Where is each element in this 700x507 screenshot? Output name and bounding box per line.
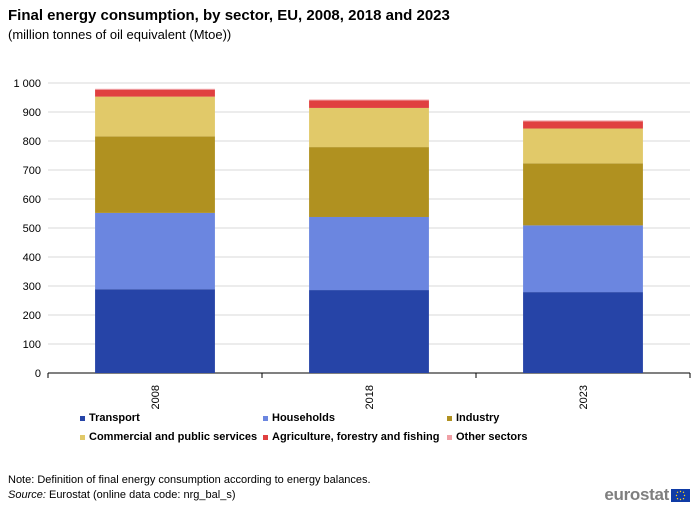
eu-flag-icon	[671, 488, 690, 502]
source-label: Source:	[8, 489, 46, 501]
y-tick-label: 500	[23, 223, 41, 235]
y-tick-label: 1 000	[13, 78, 41, 90]
x-tick-label: 2018	[364, 385, 376, 409]
y-tick-label: 300	[23, 281, 41, 293]
legend-item: Agriculture, forestry and fishing	[263, 431, 439, 443]
legend-label: Commercial and public services	[89, 431, 258, 443]
y-tick-label: 700	[23, 165, 41, 177]
bar-segment	[95, 96, 215, 137]
bar-segment	[523, 120, 643, 122]
stacked-bar-chart: 0 100 200 300 400 500 600 700 800 900 1 000 2008 201…	[13, 78, 691, 409]
bar-segment	[95, 289, 215, 373]
legend-item: Transport	[80, 412, 140, 424]
legend-item: Commercial and public services	[80, 431, 257, 443]
bar-segment	[523, 128, 643, 164]
bar-segment	[95, 212, 215, 290]
x-tick-label: 2023	[578, 385, 590, 409]
y-tick-label: 200	[23, 310, 41, 322]
bar-segment	[309, 147, 429, 217]
legend-swatch	[80, 415, 85, 421]
y-tick-label: 800	[23, 136, 41, 148]
legend-swatch	[447, 434, 452, 440]
chart-note: Note: Definition of final energy consump…	[8, 474, 371, 486]
legend-swatch	[447, 415, 452, 421]
y-tick-label: 0	[35, 368, 41, 380]
legend-swatch	[263, 434, 268, 440]
bar-segment	[309, 99, 429, 101]
bar-segment	[95, 88, 215, 90]
y-tick-label: 600	[23, 194, 41, 206]
y-tick-label: 400	[23, 252, 41, 264]
legend-item: Other sectors	[447, 431, 528, 443]
legend-item: Households	[263, 412, 335, 424]
y-tick-label: 900	[23, 107, 41, 119]
eurostat-logo: eurostat	[604, 485, 690, 505]
bar-segment	[309, 216, 429, 291]
chart-subtitle: (million tonnes of oil equivalent (Mtoe)…	[8, 27, 232, 42]
legend-swatch	[80, 434, 85, 440]
legend-label: Other sectors	[456, 431, 528, 443]
legend-label: Transport	[89, 412, 140, 424]
bar-segment	[309, 290, 429, 373]
x-tick-label: 2008	[150, 385, 162, 409]
y-tick-label: 100	[23, 339, 41, 351]
legend-item: Industry	[447, 412, 499, 424]
chart-title: Final energy consumption, by sector, EU,…	[8, 7, 450, 24]
legend-label: Agriculture, forestry and fishing	[272, 431, 440, 443]
eurostat-logo-text: eurostat	[604, 485, 669, 504]
bar-segment	[523, 121, 643, 129]
bar-segment	[95, 136, 215, 213]
legend-label: Households	[272, 412, 335, 424]
chart-source: Source: Eurostat (online data code: nrg_…	[8, 489, 235, 501]
legend-label: Industry	[456, 412, 500, 424]
bar-segment	[523, 225, 643, 293]
bar-segment	[309, 100, 429, 108]
bar-segment	[523, 292, 643, 373]
bar-segment	[95, 89, 215, 97]
legend-swatch	[263, 415, 268, 421]
source-text: Eurostat (online data code: nrg_bal_s)	[45, 489, 236, 501]
bar-segment	[309, 107, 429, 148]
bar-segment	[523, 163, 643, 226]
